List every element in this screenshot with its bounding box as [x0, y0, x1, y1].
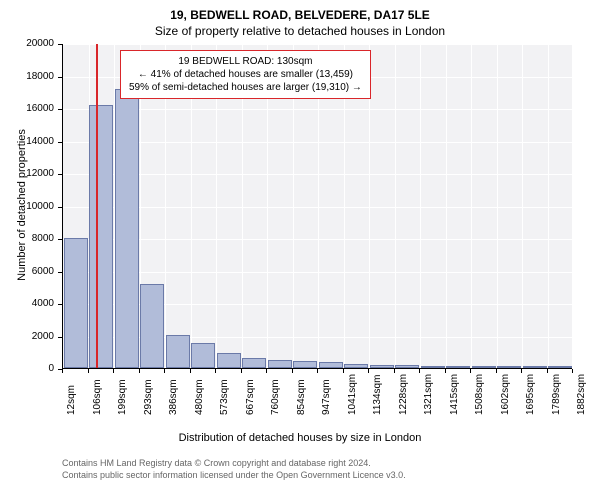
x-tick-label: 106sqm	[92, 379, 103, 415]
credits: Contains HM Land Registry data © Crown c…	[62, 458, 406, 481]
y-tick-label: 14000	[0, 136, 54, 147]
histogram-bar	[115, 89, 139, 369]
x-tick-label: 1321sqm	[423, 374, 434, 415]
y-tick-label: 12000	[0, 168, 54, 179]
histogram-bar	[395, 365, 419, 368]
x-tick-label: 1789sqm	[551, 374, 562, 415]
histogram-bar	[268, 360, 292, 368]
x-axis-title: Distribution of detached houses by size …	[0, 432, 600, 444]
annotation-line: ← 41% of detached houses are smaller (13…	[129, 68, 362, 81]
histogram-bar	[370, 365, 394, 368]
x-tick-label: 12sqm	[66, 385, 77, 415]
x-tick-label: 1882sqm	[576, 374, 587, 415]
y-tick-label: 10000	[0, 201, 54, 212]
y-tick-label: 20000	[0, 38, 54, 49]
y-tick-label: 0	[0, 363, 54, 374]
chart-title: 19, BEDWELL ROAD, BELVEDERE, DA17 5LE	[0, 8, 600, 22]
y-tick-label: 4000	[0, 298, 54, 309]
x-tick-label: 1508sqm	[474, 374, 485, 415]
histogram-bar	[64, 238, 88, 368]
annotation-line: 19 BEDWELL ROAD: 130sqm	[129, 55, 362, 68]
annotation-box: 19 BEDWELL ROAD: 130sqm ← 41% of detache…	[120, 50, 371, 99]
y-tick-label: 8000	[0, 233, 54, 244]
histogram-bar	[523, 366, 547, 368]
y-tick-label: 6000	[0, 266, 54, 277]
y-tick-label: 18000	[0, 71, 54, 82]
x-tick-label: 947sqm	[321, 379, 332, 415]
x-tick-label: 1695sqm	[525, 374, 536, 415]
x-tick-label: 1134sqm	[372, 375, 383, 415]
x-tick-label: 1602sqm	[500, 374, 511, 415]
x-tick-label: 1415sqm	[449, 374, 460, 415]
x-tick-label: 386sqm	[168, 379, 179, 415]
x-tick-label: 1228sqm	[398, 374, 409, 415]
x-tick-label: 1041sqm	[347, 374, 358, 415]
x-tick-label: 293sqm	[143, 379, 154, 415]
histogram-bar	[191, 343, 215, 368]
credits-line: Contains HM Land Registry data © Crown c…	[62, 458, 406, 470]
x-tick-label: 480sqm	[194, 379, 205, 415]
y-tick-label: 2000	[0, 331, 54, 342]
y-tick-label: 16000	[0, 103, 54, 114]
histogram-bar	[242, 358, 266, 368]
histogram-bar	[217, 353, 241, 368]
histogram-bar	[472, 366, 496, 368]
histogram-bar	[421, 366, 445, 368]
histogram-chart: 19, BEDWELL ROAD, BELVEDERE, DA17 5LE Si…	[0, 0, 600, 500]
x-tick-label: 760sqm	[270, 379, 281, 415]
histogram-bar	[548, 366, 572, 368]
histogram-bar	[166, 335, 190, 368]
histogram-bar	[140, 284, 164, 369]
histogram-bar	[89, 105, 113, 368]
x-tick-label: 667sqm	[245, 379, 256, 415]
credits-line: Contains public sector information licen…	[62, 470, 406, 482]
histogram-bar	[497, 366, 521, 368]
histogram-bar	[446, 366, 470, 368]
property-marker-line	[96, 44, 98, 368]
x-tick-label: 199sqm	[117, 379, 128, 415]
x-tick-label: 854sqm	[296, 379, 307, 415]
x-tick-label: 573sqm	[219, 379, 230, 415]
annotation-line: 59% of semi-detached houses are larger (…	[129, 81, 362, 94]
histogram-bar	[344, 364, 368, 368]
histogram-bar	[319, 362, 343, 368]
histogram-bar	[293, 361, 317, 368]
chart-subtitle: Size of property relative to detached ho…	[0, 24, 600, 38]
